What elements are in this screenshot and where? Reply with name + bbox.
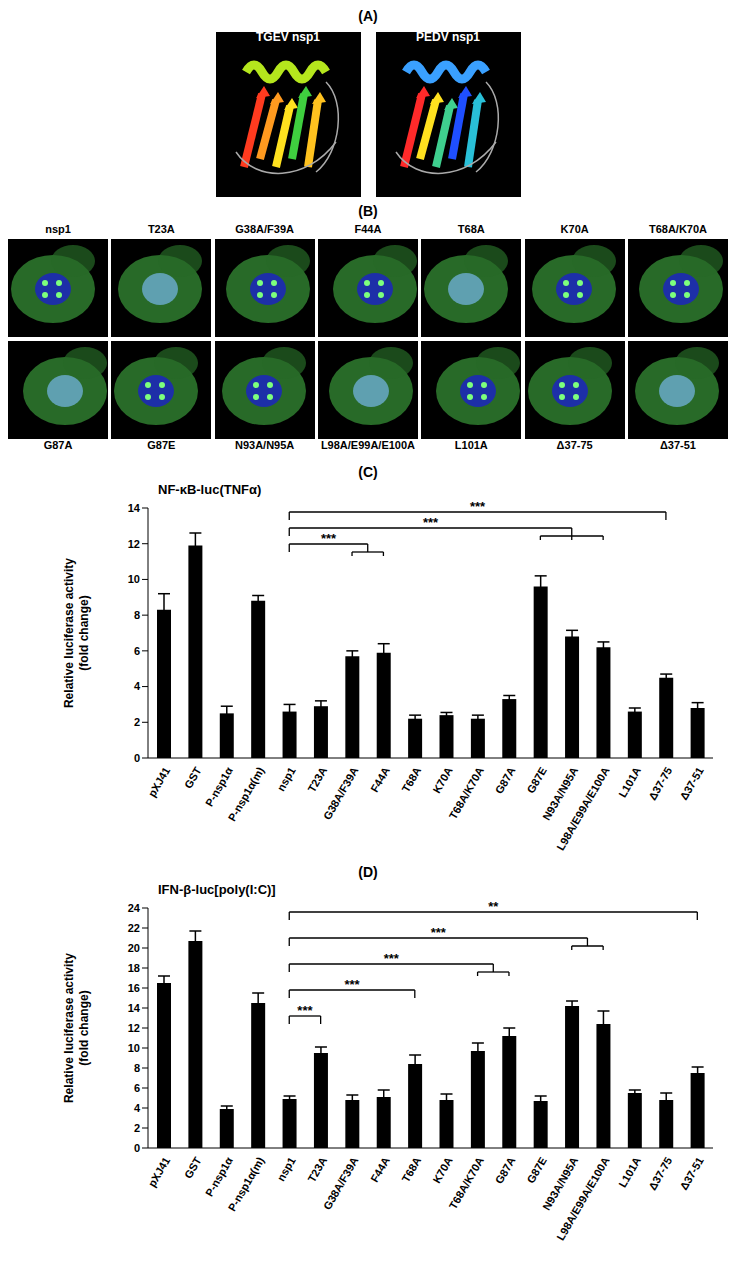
svg-text:8: 8 — [134, 1062, 140, 1074]
html-text:PEDV nsp1: PEDV nsp1 — [416, 30, 480, 44]
svg-text:10: 10 — [128, 1042, 140, 1054]
html-text:T23A: T23A — [147, 223, 175, 235]
svg-text:Δ37-51: Δ37-51 — [677, 1155, 705, 1192]
svg-text:Relative luciferase activity: Relative luciferase activity — [62, 953, 76, 1103]
svg-text:22: 22 — [128, 922, 140, 934]
svg-text:6: 6 — [134, 645, 140, 657]
svg-text:6: 6 — [134, 1082, 140, 1094]
html-text:N93A/N95A: N93A/N95A — [235, 439, 295, 451]
svg-text:F44A: F44A — [368, 765, 392, 794]
svg-text:T68A: T68A — [399, 1155, 423, 1184]
svg-text:***: *** — [344, 977, 360, 992]
svg-text:12: 12 — [128, 538, 140, 550]
svg-text:G87E: G87E — [524, 1155, 548, 1185]
svg-text:12: 12 — [128, 1022, 140, 1034]
svg-text:T23A: T23A — [305, 765, 329, 794]
svg-text:P-nsp1α(m): P-nsp1α(m) — [226, 1155, 267, 1214]
html-text:F44A: F44A — [354, 223, 382, 235]
svg-text:nsp1: nsp1 — [275, 765, 298, 793]
svg-text:P-nsp1α: P-nsp1α — [203, 765, 235, 809]
svg-text:G87A: G87A — [493, 1155, 518, 1186]
svg-text:14: 14 — [128, 502, 141, 514]
svg-text:Δ37-51: Δ37-51 — [677, 765, 705, 802]
svg-text:K70A: K70A — [430, 765, 454, 795]
svg-text:***: *** — [384, 951, 400, 966]
html-text:T68A: T68A — [457, 223, 485, 235]
svg-text:20: 20 — [128, 942, 140, 954]
svg-text:Δ37-75: Δ37-75 — [646, 765, 674, 802]
html-text:Δ37-51: Δ37-51 — [659, 439, 696, 451]
svg-text:pXJ41: pXJ41 — [146, 1155, 173, 1189]
svg-text:K70A: K70A — [430, 1155, 454, 1185]
html-text:T68A/K70A: T68A/K70A — [648, 223, 707, 235]
svg-text:(fold change): (fold change) — [77, 595, 91, 670]
svg-text:***: *** — [423, 515, 439, 530]
svg-text:2: 2 — [134, 1122, 140, 1134]
svg-text:***: *** — [321, 531, 337, 546]
svg-text:N93A/N95A: N93A/N95A — [540, 1154, 581, 1213]
svg-text:G38A/F39A: G38A/F39A — [321, 1155, 361, 1212]
svg-text:NF-κB-luc(TNFα): NF-κB-luc(TNFα) — [158, 482, 261, 497]
html-text:Δ37-75: Δ37-75 — [556, 439, 593, 451]
svg-text:18: 18 — [128, 962, 140, 974]
svg-text:pXJ41: pXJ41 — [146, 765, 173, 799]
svg-text:L101A: L101A — [616, 765, 643, 800]
html-text:TGEV nsp1: TGEV nsp1 — [256, 30, 320, 44]
html-text:G87E: G87E — [147, 439, 176, 451]
html-text:(A): (A) — [358, 8, 378, 24]
svg-text:10: 10 — [128, 573, 140, 585]
svg-text:G87E: G87E — [524, 765, 548, 795]
html-text:L101A: L101A — [454, 439, 488, 451]
svg-text:(D): (D) — [358, 864, 377, 880]
svg-text:Relative luciferase activity: Relative luciferase activity — [62, 558, 76, 708]
svg-text:G87A: G87A — [493, 765, 518, 796]
svg-text:T23A: T23A — [305, 1155, 329, 1184]
svg-text:IFN-β-luc[poly(I:C)]: IFN-β-luc[poly(I:C)] — [158, 882, 276, 897]
svg-text:14: 14 — [128, 1002, 141, 1014]
svg-text:F44A: F44A — [368, 1155, 392, 1184]
svg-text:**: ** — [488, 899, 499, 914]
svg-text:P-nsp1α: P-nsp1α — [203, 1155, 235, 1199]
svg-text:T68A/K70A: T68A/K70A — [447, 765, 486, 821]
svg-text:4: 4 — [134, 680, 141, 692]
svg-text:8: 8 — [134, 609, 140, 621]
svg-text:0: 0 — [134, 1142, 140, 1154]
html-text:nsp1: nsp1 — [45, 223, 71, 235]
svg-text:Δ37-75: Δ37-75 — [646, 1155, 674, 1192]
svg-text:G38A/F39A: G38A/F39A — [321, 765, 361, 822]
html-text:K70A: K70A — [560, 223, 589, 235]
svg-text:N93A/N95A: N93A/N95A — [540, 764, 581, 823]
html-text:(B): (B) — [358, 203, 378, 219]
svg-text:***: *** — [297, 1003, 313, 1018]
html-text:G38A/F39A: G38A/F39A — [235, 223, 294, 235]
svg-text:(fold change): (fold change) — [77, 990, 91, 1065]
svg-text:24: 24 — [128, 902, 141, 914]
svg-text:GST: GST — [182, 1155, 204, 1181]
svg-text:nsp1: nsp1 — [275, 1155, 298, 1183]
svg-text:2: 2 — [134, 716, 140, 728]
svg-text:T68A: T68A — [399, 765, 423, 794]
svg-text:T68A/K70A: T68A/K70A — [447, 1155, 486, 1211]
svg-text:4: 4 — [134, 1102, 141, 1114]
svg-text:L101A: L101A — [616, 1155, 643, 1190]
html-text:L98A/E99A/E100A: L98A/E99A/E100A — [320, 439, 416, 451]
svg-text:***: *** — [470, 499, 486, 514]
svg-text:P-nsp1α(m): P-nsp1α(m) — [226, 765, 267, 824]
svg-text:0: 0 — [134, 752, 140, 764]
svg-text:***: *** — [431, 925, 447, 940]
svg-text:GST: GST — [182, 765, 204, 791]
svg-text:L98A/E99A/E100A: L98A/E99A/E100A — [554, 1155, 612, 1243]
svg-text:L98A/E99A/E100A: L98A/E99A/E100A — [554, 765, 612, 853]
svg-text:16: 16 — [128, 982, 140, 994]
svg-text:(C): (C) — [358, 464, 377, 480]
html-text:G87A: G87A — [43, 439, 73, 451]
